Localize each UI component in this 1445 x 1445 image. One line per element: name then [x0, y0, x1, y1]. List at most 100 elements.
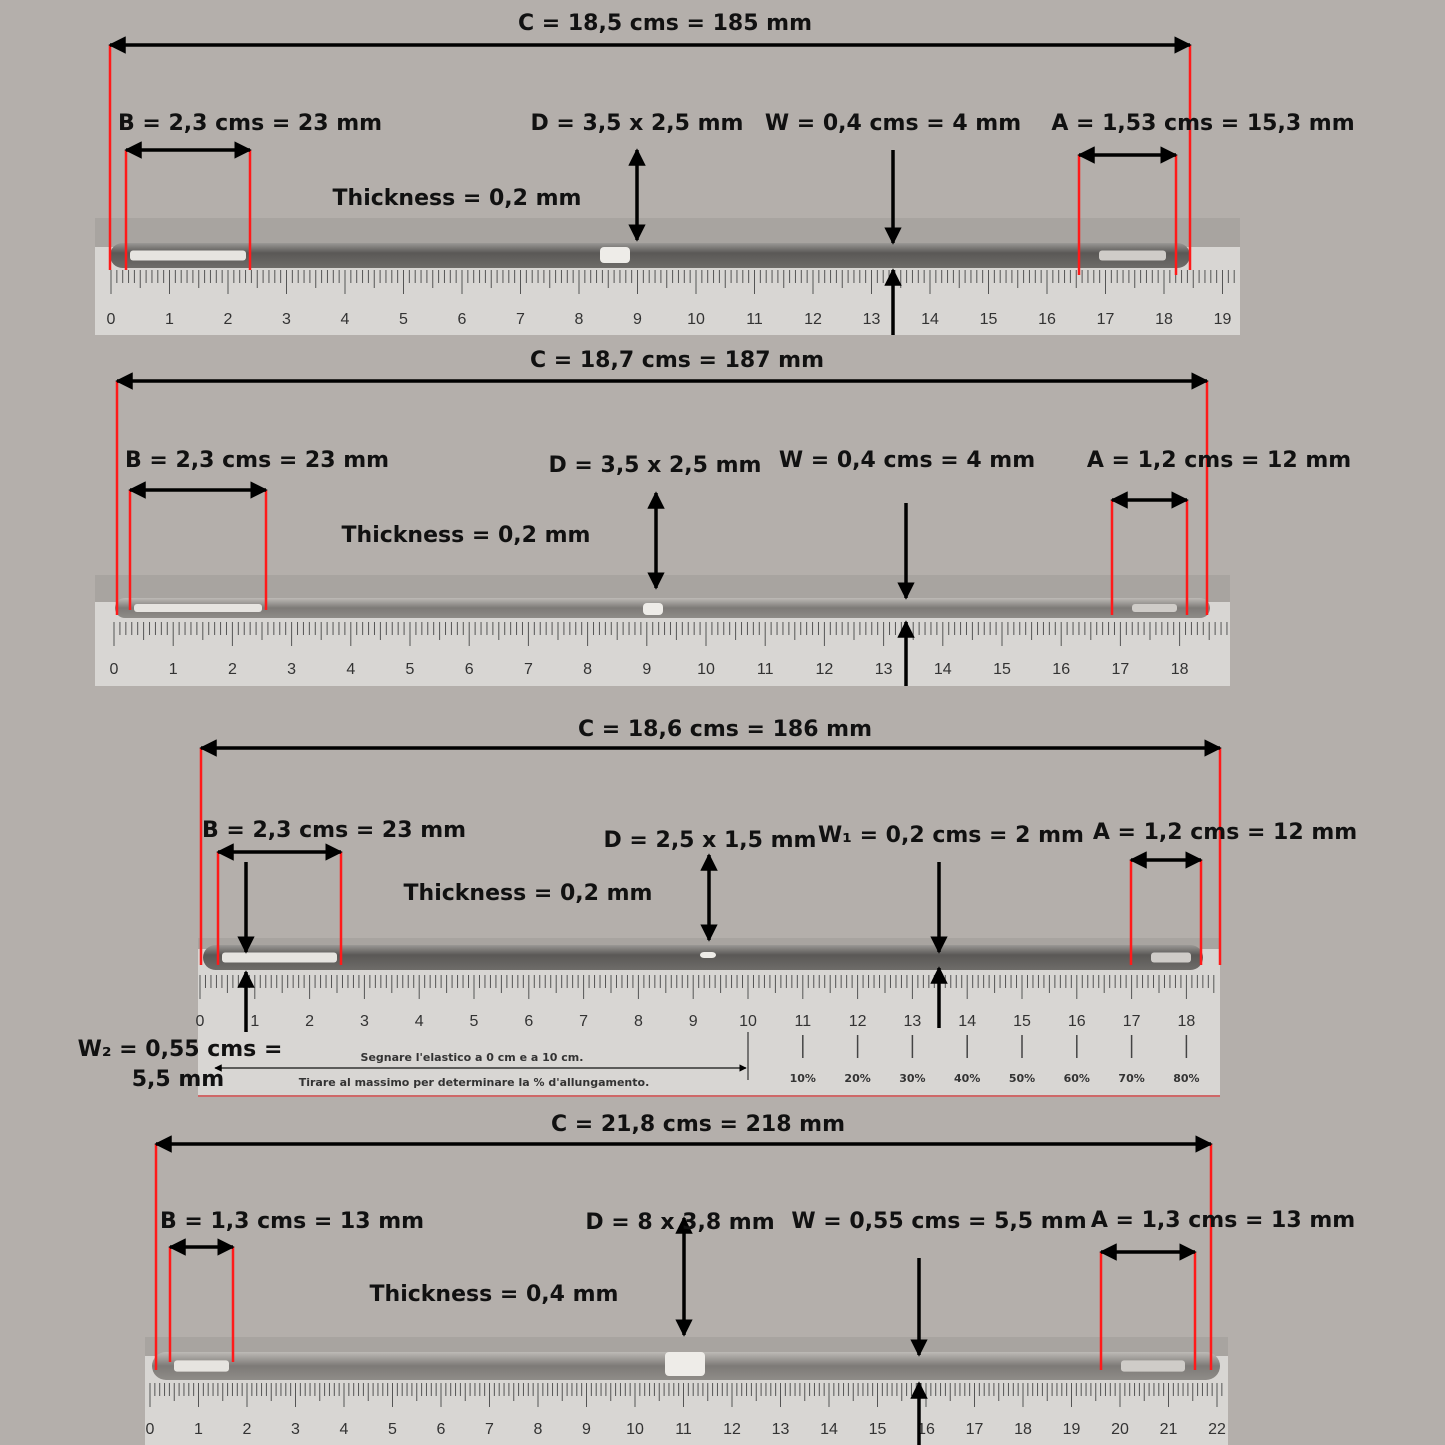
needle-body [110, 243, 1190, 268]
overall-length-label: C = 18,7 cms = 187 mm [530, 348, 824, 373]
ruler-label: 15 [869, 1421, 887, 1438]
w-width-label: W = 0,4 cms = 4 mm [779, 448, 1035, 473]
ruler-label: 6 [465, 661, 474, 678]
ruler-label: 18 [1171, 661, 1189, 678]
ruler-label: 17 [1097, 311, 1115, 328]
needle-slot [222, 952, 337, 963]
needle-eye [1099, 250, 1166, 261]
ruler-label: 19 [1214, 311, 1232, 328]
ruler-label: 2 [243, 1421, 252, 1438]
ruler-label: 6 [437, 1421, 446, 1438]
overall-length-label: C = 18,6 cms = 186 mm [578, 717, 872, 742]
ruler-label: 4 [346, 661, 355, 678]
ruler-label: 14 [820, 1421, 838, 1438]
ruler-label: 9 [689, 1013, 698, 1030]
d-hole-label: D = 3,5 x 2,5 mm [531, 111, 744, 136]
ruler-label: 9 [642, 661, 651, 678]
ruler-label: 16 [1068, 1013, 1086, 1030]
ruler-label: 15 [993, 661, 1011, 678]
b-length-label: B = 2,3 cms = 23 mm [118, 111, 382, 136]
ruler-label: 5 [406, 661, 415, 678]
ruler-label: 18 [1014, 1421, 1032, 1438]
percent-label: 70% [1118, 1072, 1144, 1085]
ruler-label: 10 [687, 311, 705, 328]
ruler-label: 19 [1063, 1421, 1081, 1438]
ruler-label: 12 [816, 661, 834, 678]
ruler-label: 5 [388, 1421, 397, 1438]
b-length-label: B = 2,3 cms = 23 mm [202, 818, 466, 843]
w-width-label: W = 0,4 cms = 4 mm [765, 111, 1021, 136]
a-length-label: A = 1,3 cms = 13 mm [1091, 1208, 1355, 1233]
ruler-label: 1 [165, 311, 174, 328]
ruler-label: 0 [146, 1421, 155, 1438]
thickness-label: Thickness = 0,2 mm [333, 186, 582, 211]
thickness-label: Thickness = 0,2 mm [342, 523, 591, 548]
ruler-label: 7 [524, 661, 533, 678]
w-width-label: W₁ = 0,2 cms = 2 mm [818, 823, 1084, 848]
ruler-label: 4 [341, 311, 350, 328]
needle-center-hole [665, 1352, 705, 1376]
ruler-label: 17 [1123, 1013, 1141, 1030]
overall-length-label: C = 18,5 cms = 185 mm [518, 11, 812, 36]
ruler-label: 11 [675, 1421, 692, 1438]
ruler-label: 10 [626, 1421, 644, 1438]
needle-eye [1121, 1360, 1185, 1372]
ruler-label: 14 [958, 1013, 976, 1030]
ruler-label: 12 [723, 1421, 741, 1438]
b-length-label: B = 2,3 cms = 23 mm [125, 448, 389, 473]
d-hole-label: D = 2,5 x 1,5 mm [604, 828, 817, 853]
ruler-label: 3 [282, 311, 291, 328]
needle-eye [1151, 952, 1191, 963]
ruler-label: 5 [470, 1013, 479, 1030]
ruler-label: 2 [228, 661, 237, 678]
ruler-instruction-1: Segnare l'elastico a 0 cm e a 10 cm. [361, 1051, 584, 1064]
ruler-label: 14 [921, 311, 939, 328]
ruler-label: 22 [1208, 1421, 1226, 1438]
ruler-label: 4 [415, 1013, 424, 1030]
ruler-label: 16 [1038, 311, 1056, 328]
w2-width-label: W₂ = 0,55 cms = [78, 1037, 283, 1062]
d-hole-label: D = 8 x 3,8 mm [585, 1210, 774, 1235]
ruler-label: 15 [980, 311, 998, 328]
needle-eye [1132, 604, 1177, 612]
percent-label: 20% [844, 1072, 870, 1085]
ruler-label: 6 [524, 1013, 533, 1030]
ruler-label: 8 [575, 311, 584, 328]
ruler-label: 11 [757, 661, 774, 678]
percent-label: 80% [1173, 1072, 1199, 1085]
ruler-label: 18 [1178, 1013, 1196, 1030]
ruler-label: 3 [360, 1013, 369, 1030]
ruler-label: 13 [904, 1013, 922, 1030]
ruler-label: 10 [697, 661, 715, 678]
ruler-label: 21 [1160, 1421, 1178, 1438]
ruler-label: 17 [1112, 661, 1130, 678]
ruler-label: 14 [934, 661, 952, 678]
photo-background [198, 938, 1220, 949]
w-width-label: W = 0,55 cms = 5,5 mm [791, 1209, 1086, 1234]
needle-center-hole [700, 952, 716, 958]
overall-length-label: C = 21,8 cms = 218 mm [551, 1112, 845, 1137]
ruler-label: 4 [340, 1421, 349, 1438]
ruler-label: 8 [583, 661, 592, 678]
ruler-label: 8 [534, 1421, 543, 1438]
ruler-label: 13 [875, 661, 893, 678]
needle-slot [130, 250, 246, 261]
ruler-label: 12 [849, 1013, 867, 1030]
ruler-label: 7 [516, 311, 525, 328]
ruler-label: 0 [107, 311, 116, 328]
ruler-label: 8 [634, 1013, 643, 1030]
ruler-label: 16 [1052, 661, 1070, 678]
ruler-label: 18 [1155, 311, 1173, 328]
ruler-label: 0 [110, 661, 119, 678]
percent-label: 60% [1064, 1072, 1090, 1085]
ruler-label: 2 [224, 311, 233, 328]
ruler-label: 1 [250, 1013, 259, 1030]
ruler-label: 2 [305, 1013, 314, 1030]
ruler-label: 7 [485, 1421, 494, 1438]
ruler-label: 3 [291, 1421, 300, 1438]
ruler-label: 15 [1013, 1013, 1031, 1030]
percent-label: 50% [1009, 1072, 1035, 1085]
ruler-instruction-2: Tirare al massimo per determinare la % d… [299, 1076, 650, 1089]
